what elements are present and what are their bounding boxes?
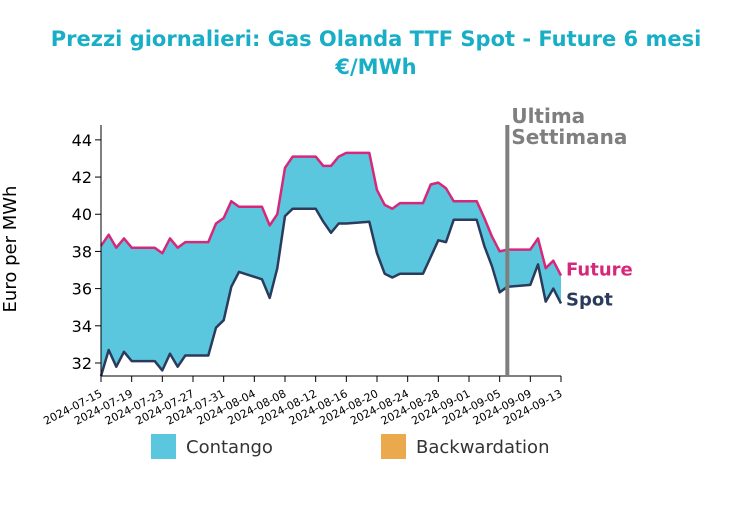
future-end-label: Future: [566, 260, 633, 281]
x-ticks: 2024-07-152024-07-192024-07-232024-07-27…: [41, 376, 564, 428]
contango-area: [101, 152, 561, 376]
legend-label-contango: Contango: [186, 437, 273, 458]
series-line-spot: [99, 207, 563, 377]
y-axis-label: Euro per MWh: [0, 186, 21, 313]
y-tick-label: 34: [72, 317, 92, 336]
y-tick-label: 40: [72, 205, 92, 224]
legend-swatch-backwardation: [381, 434, 406, 459]
y-tick-label: 36: [72, 280, 92, 299]
chart-subtitle: €/MWh: [334, 55, 416, 79]
legend-label-backwardation: Backwardation: [416, 437, 549, 458]
y-tick-label: 32: [72, 354, 92, 373]
last-week-label-line1: Ultima: [511, 104, 585, 128]
legend-swatch-contango: [151, 434, 176, 459]
series-line-future: [99, 151, 563, 277]
y-tick-label: 44: [72, 131, 92, 150]
y-tick-label: 38: [72, 242, 92, 261]
last-week-label-line2: Settimana: [511, 125, 627, 149]
spot-end-label: Spot: [566, 289, 613, 310]
contango-area-layer: [101, 152, 561, 376]
y-tick-label: 42: [72, 168, 92, 187]
y-ticks: 32 34 36 38 40 42 44: [72, 131, 101, 373]
chart-title: Prezzi giornalieri: Gas Olanda TTF Spot …: [51, 27, 702, 51]
series-lines: [99, 151, 563, 377]
legend: Contango Backwardation: [151, 434, 549, 459]
